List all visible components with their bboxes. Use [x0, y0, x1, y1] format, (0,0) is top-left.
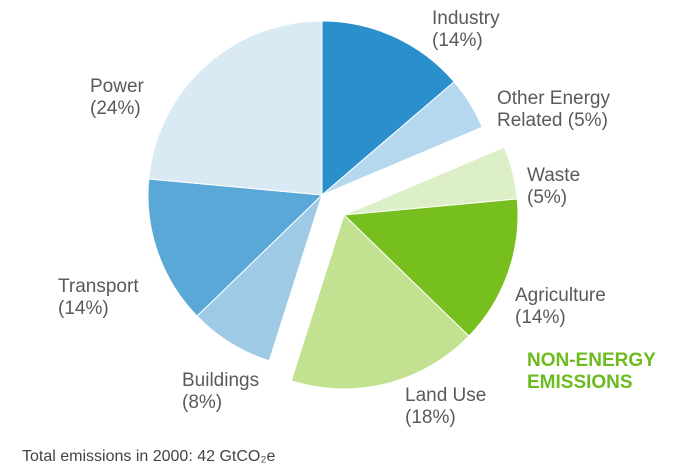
value-label: (14%): [432, 30, 483, 51]
category-name: Power: [90, 76, 144, 97]
slice-label: Agriculture (14%): [515, 285, 625, 329]
value-label: (5%): [527, 187, 568, 208]
category-name: Waste: [527, 165, 581, 186]
value-label: (14%): [58, 298, 109, 319]
annotation: NON-ENERGY EMISSIONS: [527, 350, 656, 393]
footnote: Total emissions in 2000: 42 GtCO₂e: [22, 448, 276, 465]
slice-label: Waste (5%): [527, 165, 587, 209]
slice-label: Buildings (8%): [182, 370, 272, 414]
pie-slice: [290, 214, 470, 390]
category-name: Land Use: [405, 385, 487, 406]
slice-label: Other Energy Related (5%): [497, 88, 647, 132]
value-label: (14%): [515, 307, 566, 328]
slice-label: Transport (14%): [58, 276, 148, 320]
slice-label: Land Use (18%): [405, 385, 505, 429]
category-name: Transport: [58, 276, 139, 297]
value-label: (8%): [182, 392, 223, 413]
slice-label: Industry (14%): [432, 8, 512, 52]
value-label: (24%): [90, 98, 141, 119]
category-name: Agriculture: [515, 285, 606, 306]
pie-slice: [148, 20, 323, 196]
category-name: Buildings: [182, 370, 260, 391]
pie-slice: [147, 178, 324, 317]
category-name: Other Energy Related: [497, 88, 610, 131]
pie-slice: [321, 81, 483, 196]
pie-slice: [342, 198, 519, 337]
value-label: (5%): [567, 110, 608, 131]
slice-label: Power (24%): [90, 76, 160, 120]
value-label: (18%): [405, 407, 456, 428]
pie-slice: [321, 20, 455, 197]
category-name: Industry: [432, 8, 500, 29]
